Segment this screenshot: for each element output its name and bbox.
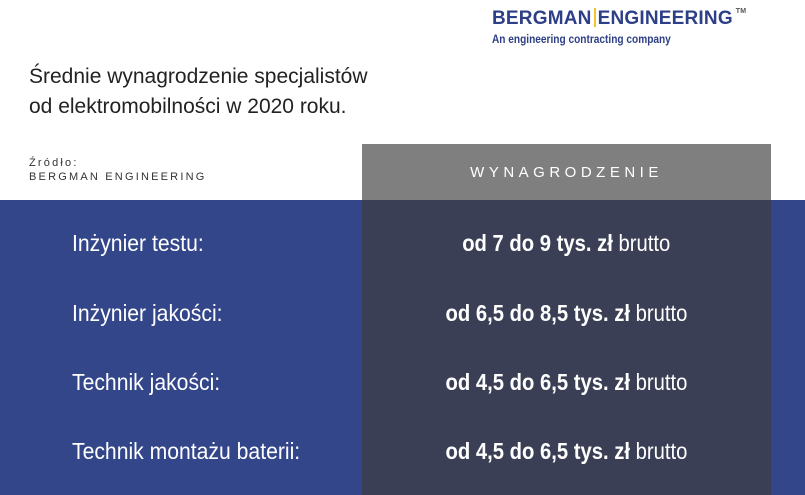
salary-suffix: brutto [635, 438, 688, 464]
row-value: od 6,5 do 8,5 tys. zł brutto [362, 300, 771, 327]
logo-divider [593, 8, 596, 27]
logo-name-left: BERGMAN [492, 8, 592, 29]
row-label: Technik jakości: [72, 369, 221, 395]
salary-suffix: brutto [618, 230, 671, 256]
salary-range: od 6,5 do 8,5 tys. zł [445, 300, 631, 326]
salary-suffix: brutto [635, 369, 688, 395]
column-header: WYNAGRODZENIE [362, 144, 771, 200]
row-label: Inżynier testu: [72, 230, 204, 256]
salary-suffix: brutto [635, 300, 688, 326]
row-label: Technik montażu baterii: [72, 438, 301, 464]
logo-trademark: TM [735, 8, 747, 15]
row-value: od 4,5 do 6,5 tys. zł brutto [362, 438, 771, 465]
value-column [362, 200, 771, 495]
salary-range: od 7 do 9 tys. zł [462, 230, 614, 256]
row-value: od 4,5 do 6,5 tys. zł brutto [362, 369, 771, 396]
page-title: Średnie wynagrodzenie specjalistów od el… [29, 62, 368, 122]
logo-tagline: An engineering contracting company [492, 34, 671, 46]
source-label: Źródło: [29, 157, 79, 169]
title-line-1: Średnie wynagrodzenie specjalistów [29, 65, 368, 88]
row-label: Inżynier jakości: [72, 300, 223, 326]
source-value: BERGMAN ENGINEERING [29, 171, 207, 183]
bergman-engineering-logo: BERGMAN ENGINEERING TM An engineering cont… [492, 8, 746, 46]
title-line-2: od elektromobilności w 2020 roku. [29, 95, 347, 118]
source-note: Źródło: BERGMAN ENGINEERING [29, 156, 207, 184]
logo-name-right: ENGINEERING [597, 8, 733, 29]
row-value: od 7 do 9 tys. zł brutto [362, 230, 771, 257]
salary-range: od 4,5 do 6,5 tys. zł [445, 369, 631, 395]
salary-range: od 4,5 do 6,5 tys. zł [445, 438, 631, 464]
